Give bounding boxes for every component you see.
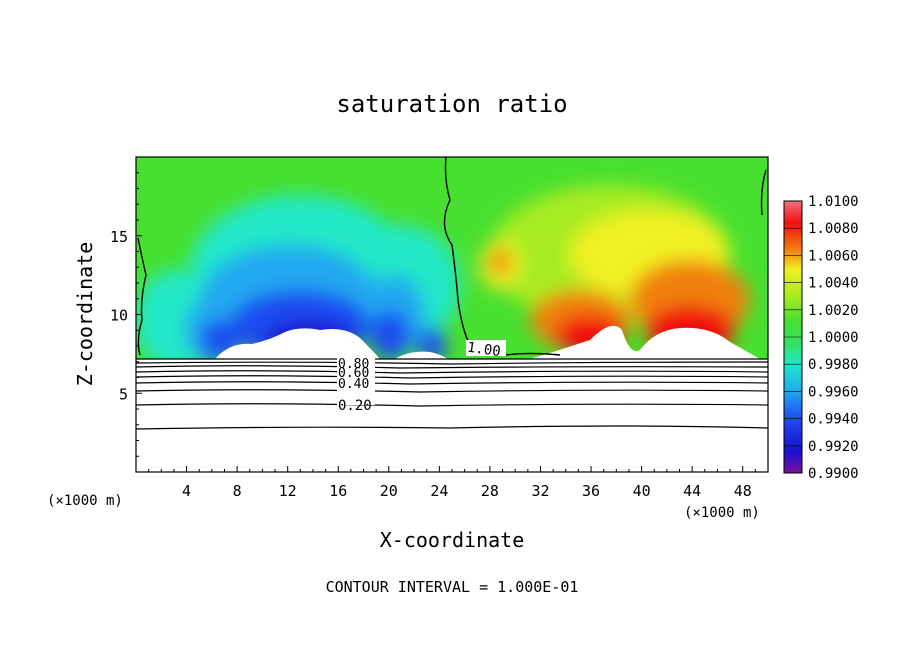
colorbar-label: 0.9940 [808,412,859,428]
contour-label-0-80: 0.80 [338,357,369,372]
x-tick-label: 48 [734,482,752,500]
x-axis-ticks: 4 8 12 16 20 24 28 32 36 40 44 48 [148,466,756,500]
x-tick-label: 44 [683,482,701,500]
y-tick-label: 15 [110,228,128,246]
y-tick-label: 5 [119,385,128,403]
contour-label-1-00: 1.00 [466,340,502,361]
colorbar-label: 0.9980 [808,357,859,373]
x-unit-left: (×1000 m) [47,493,123,509]
contour-interval-note: CONTOUR INTERVAL = 1.000E-01 [326,578,579,596]
x-tick-label: 12 [279,482,297,500]
x-axis-label: X-coordinate [380,528,525,552]
contour-label-0-40: 0.40 [338,377,369,392]
colorbar-label: 1.0040 [808,276,859,292]
colorbar-label: 1.0060 [808,248,859,264]
colorbar-label: 0.9920 [808,439,859,455]
contour-lines [135,358,769,430]
contour-label-0-60: 0.60 [338,366,369,381]
x-tick-label: 40 [633,482,651,500]
x-tick-label: 20 [380,482,398,500]
x-tick-label: 8 [233,482,242,500]
y-tick-label: 10 [110,307,128,325]
x-tick-label: 16 [329,482,347,500]
chart-title: saturation ratio [336,90,567,118]
y-axis-label: Z-coordinate [73,242,97,387]
colorbar-label: 1.0000 [808,330,859,346]
colorbar-label: 0.9900 [808,466,859,482]
x-tick-label: 24 [430,482,448,500]
x-tick-label: 32 [531,482,549,500]
colorbar: 1.0100 1.0080 1.0060 1.0040 1.0020 1.0000 0.99… [783,194,859,482]
x-tick-label: 28 [481,482,499,500]
x-tick-label: 4 [182,482,191,500]
colorbar-label: 1.0100 [808,194,859,210]
x-unit-right: (×1000 m) [684,505,760,521]
colorbar-label: 1.0080 [808,221,859,237]
contour-labels: 1.00 0.80 0.60 0.40 0.20 [337,340,506,414]
colorbar-label: 0.9960 [808,384,859,400]
saturation-field [136,157,768,359]
x-tick-label: 36 [582,482,600,500]
contour-label-0-20: 0.20 [338,398,372,414]
y-axis-ticks: 5 10 15 [110,172,142,457]
colorbar-label: 1.0020 [808,303,859,319]
